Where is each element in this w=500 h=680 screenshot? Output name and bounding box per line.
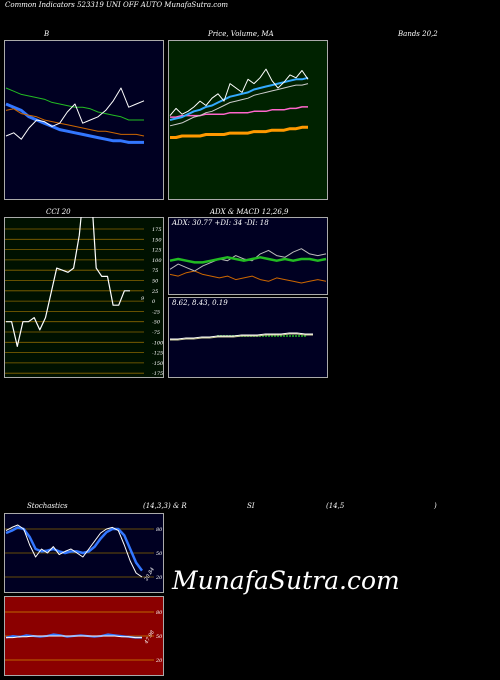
cci-tick-label: 175 <box>152 227 162 233</box>
rsi-params-label: (14,5 <box>326 502 345 510</box>
stochastics-label: Stochastics <box>27 502 68 510</box>
price-line <box>169 68 309 116</box>
bands-label: Bands 20,2 <box>398 30 438 38</box>
cci-chart: 175 150 125 100 75 50 25 0 -25 -50 -75 -100 -125 -150… <box>4 217 164 378</box>
adx-chart <box>168 217 328 295</box>
adx-panel: ADX: 30.77 +DI: 34 -DI: 18 <box>168 217 328 295</box>
ma-grey-line <box>169 83 309 127</box>
cci-tick-label: 0 <box>152 299 156 305</box>
cci-tick-label: -150 <box>152 361 164 367</box>
price-ma-chart <box>168 40 328 200</box>
stoch-tick-label: 50 <box>156 551 163 557</box>
stoch-params-label: (14,3,3) & R <box>143 502 187 510</box>
cci-tick-label: -125 <box>152 351 163 357</box>
rsi-close-label: ) <box>434 502 437 510</box>
cci-tick-label: 50 <box>152 279 159 285</box>
price-volume-ma-label: Price, Volume, MA <box>208 30 274 38</box>
cci-tick-label: -50 <box>152 320 161 326</box>
cci-panel: 175 150 125 100 75 50 25 0 -25 -50 -75 -100 -125 -150… <box>4 217 164 378</box>
bollinger-lower-band <box>5 108 145 137</box>
cci-tick-label: -100 <box>152 340 164 346</box>
bollinger-chart <box>4 40 164 200</box>
cci-line <box>6 217 130 347</box>
bollinger-middle-band <box>5 102 144 144</box>
bollinger-panel <box>4 40 164 200</box>
cci-tick-label: -175 <box>152 371 163 377</box>
cci-current-value: 9 <box>141 296 145 302</box>
bollinger-upper-band <box>5 87 144 121</box>
bollinger-price-line <box>5 87 145 140</box>
adx-macd-label: ADX & MACD 12,26,9 <box>210 208 289 216</box>
macd-chart <box>168 297 328 378</box>
stoch-tick-label: 80 <box>156 527 163 533</box>
rsi-panel: 80 50 20 47.98 <box>4 596 164 676</box>
adx-line <box>169 256 327 264</box>
macd-panel: 8.62, 8.43, 0.19 <box>168 297 328 378</box>
bollinger-label: B <box>44 30 50 38</box>
cci-tick-label: 100 <box>152 258 162 264</box>
cci-tick-label: 75 <box>152 268 158 274</box>
cci-tick-label: -75 <box>152 330 160 336</box>
macd-signal-line <box>170 333 313 341</box>
cci-tick-label: -25 <box>152 309 160 315</box>
page-title: Common Indicators 523319 UNI OFF AUTO Mu… <box>5 1 229 9</box>
cci-label: CCI 20 <box>46 208 71 216</box>
cci-tick-label: 125 <box>152 248 162 254</box>
adx-minus-di-line <box>169 270 327 284</box>
stochastics-panel: 80 50 20 20.84 <box>4 513 164 593</box>
macd-line <box>170 332 313 340</box>
macd-values: 8.62, 8.43, 0.19 <box>172 299 228 307</box>
rsi-tick-label: 50 <box>156 634 163 640</box>
adx-values: ADX: 30.77 +DI: 34 -DI: 18 <box>172 219 269 227</box>
stoch-k-line <box>5 524 143 578</box>
stoch-tick-label: 20 <box>155 575 163 581</box>
si-label: SI <box>247 502 255 510</box>
rsi-signal-line <box>6 635 142 639</box>
watermark: MunafaSutra.com <box>172 566 400 595</box>
rsi-tick-label: 80 <box>156 610 163 616</box>
ma-pink-line <box>170 106 308 118</box>
cci-tick-label: 150 <box>152 237 162 243</box>
ma-orange-line <box>170 125 308 139</box>
rsi-tick-label: 20 <box>155 658 163 664</box>
price-ma-panel <box>168 40 328 200</box>
cci-tick-label: 25 <box>151 289 158 295</box>
ma-blue-line <box>169 76 309 121</box>
